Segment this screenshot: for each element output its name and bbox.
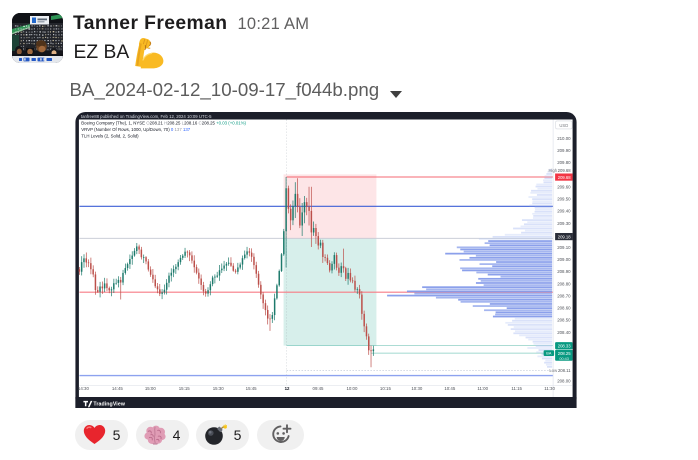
svg-text:10:30: 10:30 <box>411 386 423 391</box>
svg-text:15:45: 15:45 <box>246 386 258 391</box>
svg-text:10:15: 10:15 <box>380 386 392 391</box>
svg-text:208.70: 208.70 <box>557 293 571 298</box>
svg-text:USD: USD <box>559 122 568 127</box>
svg-text:209.80: 209.80 <box>557 160 571 165</box>
svg-text:11:00: 11:00 <box>477 386 488 391</box>
svg-text:10:45: 10:45 <box>444 386 456 391</box>
svg-text:209.30: 209.30 <box>557 220 571 225</box>
svg-text:208.60: 208.60 <box>557 305 571 310</box>
svg-text:12: 12 <box>285 386 290 391</box>
svg-text:15:00: 15:00 <box>145 386 157 391</box>
svg-text:15:30: 15:30 <box>213 386 225 391</box>
svg-text:209.68: 209.68 <box>558 174 571 179</box>
svg-text:09:45: 09:45 <box>313 386 325 391</box>
svg-text:209.18: 209.18 <box>558 234 571 239</box>
svg-text:209.00: 209.00 <box>557 257 571 262</box>
svg-text:10:00: 10:00 <box>346 386 358 391</box>
svg-text:209.68: 209.68 <box>558 168 572 173</box>
svg-text:Boeing Company (The), 1, NYSE: Boeing Company (The), 1, NYSE O208.21 H2… <box>81 120 246 125</box>
svg-text:208.90: 208.90 <box>557 269 571 274</box>
svg-text:00:43: 00:43 <box>559 356 568 360</box>
svg-text:208.00: 208.00 <box>557 378 571 383</box>
svg-text:11:15: 11:15 <box>511 386 522 391</box>
svg-text:208.80: 208.80 <box>557 281 571 286</box>
svg-text:209.60: 209.60 <box>557 184 571 189</box>
svg-text:Low: Low <box>549 367 558 372</box>
svg-text:209.50: 209.50 <box>557 196 571 201</box>
svg-text:208.40: 208.40 <box>557 329 571 334</box>
svg-text:TLH Levels (2, Solid, 2, Solid: TLH Levels (2, Solid, 2, Solid) <box>81 133 139 138</box>
svg-text:15:15: 15:15 <box>179 386 191 391</box>
svg-text:209.10: 209.10 <box>557 244 571 249</box>
svg-text:TradingView: TradingView <box>93 401 125 407</box>
svg-text:209.40: 209.40 <box>557 208 571 213</box>
svg-text:208.33: 208.33 <box>558 343 571 348</box>
svg-text:208.25: 208.25 <box>558 350 571 355</box>
svg-text:210.00: 210.00 <box>557 135 571 140</box>
svg-text:14:45: 14:45 <box>112 386 124 391</box>
svg-text:BA: BA <box>546 351 552 355</box>
svg-text:209.90: 209.90 <box>557 148 571 153</box>
svg-text:208.50: 208.50 <box>557 317 571 322</box>
svg-text:VRVP (Number Of Rows, 1000, Up: VRVP (Number Of Rows, 1000, Up/Down, 70)… <box>81 127 190 132</box>
svg-text:High: High <box>548 168 557 173</box>
svg-text:tanfree88 published on Trading: tanfree88 published on TradingView.com, … <box>81 113 212 118</box>
svg-text:14:30: 14:30 <box>78 386 90 391</box>
svg-text:11:30: 11:30 <box>544 386 555 391</box>
svg-text:208.11: 208.11 <box>558 367 571 372</box>
